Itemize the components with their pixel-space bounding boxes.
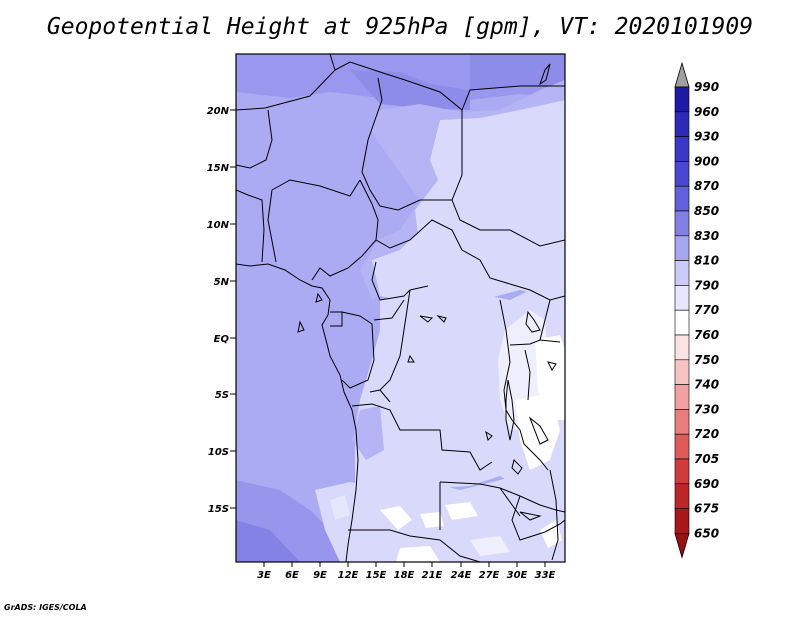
colorbar-swatch [674,235,690,261]
colorbar-label: 690 [694,477,719,491]
colorbar-label: 960 [694,105,719,119]
colorbar-swatch [674,136,690,162]
colorbar-label: 750 [694,353,719,367]
colorbar-label: 720 [694,427,719,441]
colorbar-label: 705 [694,452,719,466]
lon-label: 21E [422,570,443,581]
lon-label: 15E [366,570,387,581]
lon-label: 12E [338,570,359,581]
colorbar-bottom-arrow [674,533,690,559]
lat-label: 15N [207,163,230,174]
lon-label: 3E [257,570,271,581]
colorbar-swatch [674,185,690,212]
colorbar-swatch [674,260,690,286]
colorbar-swatch [674,285,690,311]
map-title: Geopotential Height at 925hPa [gpm], VT:… [46,14,754,40]
colorbar-label: 870 [694,179,719,193]
longitude-axis: 3E 6E 9E 12E 15E 18E 21E 24E 27E 30E 33E [257,562,556,581]
colorbar-swatch [674,384,690,410]
latitude-axis: 20N 15N 10N 5N EQ 5S 10S 15S [207,106,236,515]
country-borders [236,54,565,562]
lon-label: 27E [479,570,500,581]
colorbar-label: 740 [694,378,719,392]
lon-label: 18E [394,570,415,581]
colorbar-label: 730 [694,402,719,416]
lat-label: 10N [207,220,230,231]
lon-label: 30E [507,570,528,581]
colorbar-swatch [674,86,690,113]
colorbar-swatch [674,111,690,137]
lat-label: EQ [214,334,230,345]
colorbar-swatch [674,508,690,534]
colorbar-label: 830 [694,229,719,243]
lat-label: 5N [214,277,230,288]
lon-label: 24E [451,570,472,581]
colorbar-swatch [674,161,690,187]
colorbar-label: 770 [694,303,719,317]
lat-label: 20N [207,106,230,117]
colorbar-label: 900 [694,154,719,168]
lon-label: 33E [535,570,556,581]
colorbar-label: 990 [694,80,719,94]
colorbar-swatch [674,483,690,509]
colorbar-label: 790 [694,278,719,292]
map-frame [235,53,566,563]
colorbar-top-arrow [674,61,690,88]
colorbar-label: 760 [694,328,719,342]
colorbar-label: 850 [694,204,719,218]
colorbar-swatch [674,359,690,385]
lat-label: 10S [208,447,229,458]
colorbar-swatch [674,210,690,237]
colorbar-swatch [674,409,690,435]
colorbar-label: 650 [694,526,719,540]
colorbar-label: 810 [694,254,719,268]
lat-label: 5S [215,390,229,401]
colorbar-swatch [674,334,690,361]
lon-label: 6E [285,570,299,581]
colorbar-swatch [674,309,690,336]
colorbar-swatch [674,458,690,485]
colorbar-swatch [674,433,690,460]
colorbar-label: 675 [694,502,719,516]
lat-label: 15S [208,504,229,515]
colorbar-label: 930 [694,130,719,144]
lon-label: 9E [313,570,327,581]
map-fill [236,54,565,562]
footer-credit: GrADS: IGES/COLA [4,603,87,612]
